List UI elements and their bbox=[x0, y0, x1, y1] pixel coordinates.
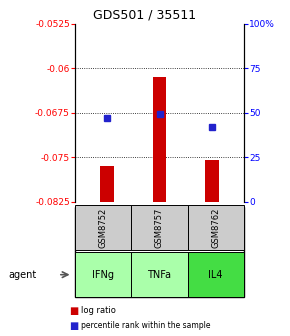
Text: IL4: IL4 bbox=[208, 270, 223, 280]
Text: IFNg: IFNg bbox=[93, 270, 115, 280]
Bar bbox=[206, 160, 219, 202]
Text: agent: agent bbox=[9, 270, 37, 280]
Text: GSM8757: GSM8757 bbox=[155, 207, 164, 248]
Bar bbox=[100, 166, 113, 202]
Text: GSM8762: GSM8762 bbox=[211, 207, 220, 248]
Text: log ratio: log ratio bbox=[81, 306, 116, 315]
Text: GDS501 / 35511: GDS501 / 35511 bbox=[93, 8, 197, 22]
Text: GSM8752: GSM8752 bbox=[99, 208, 108, 248]
Text: ■: ■ bbox=[70, 321, 79, 331]
Text: ■: ■ bbox=[70, 306, 79, 316]
Text: TNFa: TNFa bbox=[148, 270, 171, 280]
Text: percentile rank within the sample: percentile rank within the sample bbox=[81, 322, 211, 330]
Bar bbox=[153, 77, 166, 202]
